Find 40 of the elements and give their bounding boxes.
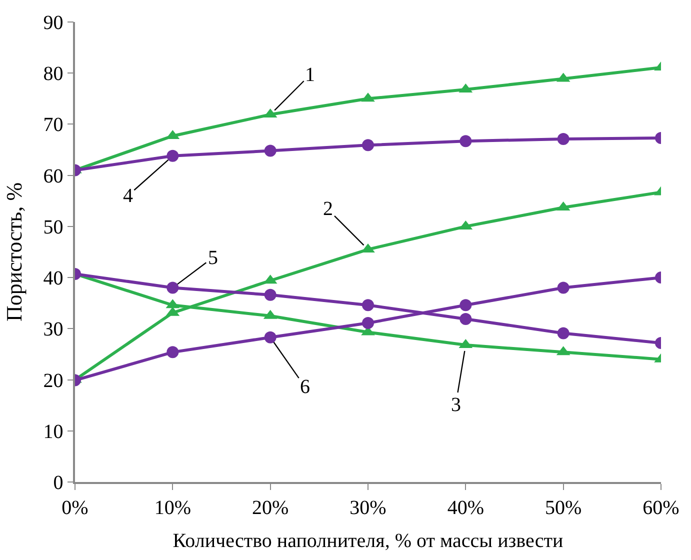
annotation: 2 xyxy=(323,198,333,220)
point xyxy=(362,299,374,312)
point xyxy=(557,282,570,294)
y-tick-label: 70 xyxy=(43,114,64,136)
point xyxy=(264,144,276,157)
y-axis-title: Пористость, % xyxy=(2,182,27,322)
y-tick-label: 30 xyxy=(43,318,64,341)
point xyxy=(264,288,276,301)
annotation: 6 xyxy=(300,376,310,398)
y-tick-label: 10 xyxy=(43,420,64,443)
x-axis-title: Количество наполнителя, % от массы извести xyxy=(172,530,564,552)
annotation: 5 xyxy=(208,247,218,269)
y-tick-label: 80 xyxy=(43,63,64,86)
y-tick-label: 20 xyxy=(43,370,64,392)
y-tick-label: 50 xyxy=(43,216,64,238)
point xyxy=(557,133,570,146)
annotation: 1 xyxy=(305,64,315,86)
point xyxy=(362,317,374,330)
point xyxy=(264,331,276,344)
x-tick-label: 50% xyxy=(544,496,582,519)
point xyxy=(557,327,570,340)
point xyxy=(166,150,179,162)
point xyxy=(460,299,472,312)
x-tick-label: 30% xyxy=(350,496,386,519)
x-tick-label: 10% xyxy=(154,496,192,519)
point xyxy=(166,282,179,294)
y-tick-label: 40 xyxy=(43,268,64,290)
point xyxy=(460,312,472,325)
point xyxy=(362,139,374,152)
point xyxy=(460,135,472,148)
y-tick-label: 60 xyxy=(43,165,64,188)
x-tick-label: 20% xyxy=(252,496,289,519)
y-tick-label: 90 xyxy=(43,12,64,34)
annotation: 3 xyxy=(451,394,461,416)
point xyxy=(166,346,179,358)
x-tick-label: 40% xyxy=(447,496,484,519)
annotation: 4 xyxy=(123,185,133,207)
x-tick-label: 60% xyxy=(642,496,680,519)
x-tick-label: 0% xyxy=(62,496,88,519)
y-tick-label: 0 xyxy=(53,472,64,494)
